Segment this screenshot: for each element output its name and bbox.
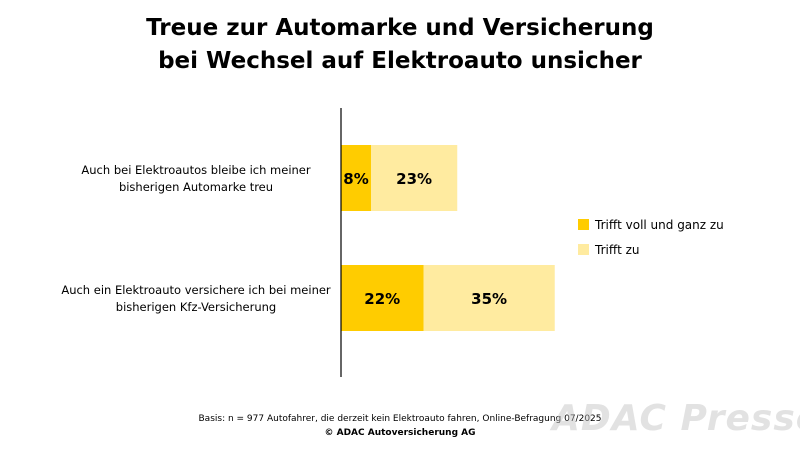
category-label-1-line-2: bisherigen Automarke treu <box>118 180 274 194</box>
chart-legend: Trifft voll und ganz zu Trifft zu <box>578 216 724 266</box>
data-label-2-series-1: 22% <box>364 290 400 308</box>
legend-label-trifft-voll-und-ganz-zu: Trifft voll und ganz zu <box>595 217 724 232</box>
chart-title-line-2: bei Wechsel auf Elektroauto unsicher <box>158 48 642 74</box>
legend-item-trifft-voll-und-ganz-zu: Trifft voll und ganz zu <box>578 216 724 233</box>
legend-label-trifft-zu: Trifft zu <box>595 242 640 257</box>
data-label-1-series-1: 8% <box>343 170 368 188</box>
legend-swatch-trifft-zu <box>578 244 589 255</box>
chart-title: Treue zur Automarke und Versicherung bei… <box>0 12 800 78</box>
category-label-1-line-1: Auch bei Elektroautos bleibe ich meiner <box>81 163 311 177</box>
footer-basis: Basis: n = 977 Autofahrer, die derzeit k… <box>198 414 602 424</box>
category-label-2: Auch ein Elektroauto versichere ich bei … <box>56 282 336 316</box>
category-label-2-line-1: Auch ein Elektroauto versichere ich bei … <box>61 283 331 297</box>
watermark-logo: ADAC Presse <box>552 398 800 439</box>
data-label-1-series-2: 23% <box>396 170 432 188</box>
bar-2-series-1 <box>341 265 424 331</box>
category-label-1: Auch bei Elektroautos bleibe ich meiner … <box>56 162 336 196</box>
bar-2-series-2 <box>423 265 555 331</box>
legend-swatch-trifft-voll-und-ganz-zu <box>578 219 589 230</box>
legend-item-trifft-zu: Trifft zu <box>578 241 724 258</box>
chart-title-line-1: Treue zur Automarke und Versicherung <box>146 15 654 41</box>
bar-1-series-1 <box>341 145 371 211</box>
footer-copyright: © ADAC Autoversicherung AG <box>324 428 476 438</box>
category-label-2-line-2: bisherigen Kfz-Versicherung <box>115 300 277 314</box>
data-label-2-series-2: 35% <box>471 290 507 308</box>
chart-footer: Basis: n = 977 Autofahrer, die derzeit k… <box>0 412 800 440</box>
bar-1-series-2 <box>371 145 458 211</box>
